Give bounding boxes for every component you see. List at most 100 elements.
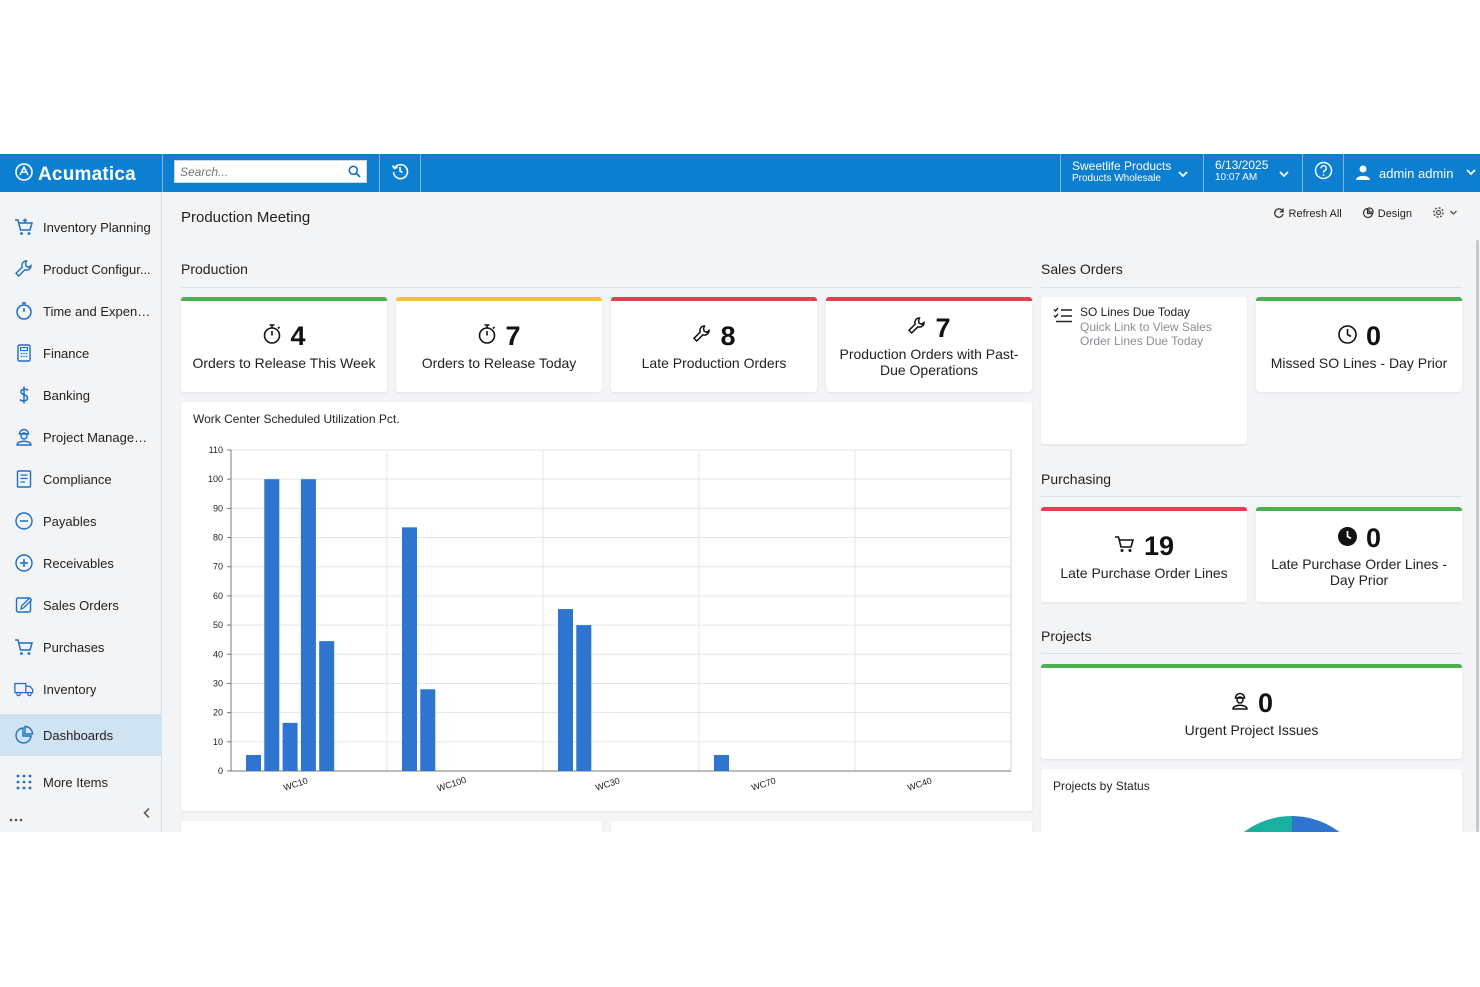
project-worker-icon <box>1230 691 1250 716</box>
divider <box>379 154 380 192</box>
user-icon <box>1355 164 1371 183</box>
truck-icon <box>14 679 34 699</box>
x-tick-label: WC10 <box>282 776 309 793</box>
sidebar-item-label: More Items <box>43 774 109 790</box>
sidebar: Inventory Planning Product Configur... T… <box>0 192 162 832</box>
sidebar-footer <box>0 806 162 828</box>
so-lines-due-today-link[interactable]: SO Lines Due Today Quick Link to View Sa… <box>1041 297 1247 444</box>
main-content: Production Meeting Refresh All Design Pr… <box>163 192 1480 832</box>
checklist-icon <box>1053 307 1073 328</box>
y-tick-label: 70 <box>213 562 223 572</box>
divider <box>420 154 421 192</box>
utilization-chart-card: Work Center Scheduled Utilization Pct. 0… <box>181 402 1032 811</box>
sidebar-item-receivables[interactable]: Receivables <box>0 542 162 584</box>
clock-icon <box>1337 324 1358 350</box>
kpi-past-due-operations[interactable]: 7 Production Orders with Past-Due Operat… <box>826 297 1032 392</box>
bar <box>558 609 573 771</box>
kpi-value: 0 <box>1365 523 1382 553</box>
sidebar-item-project-management[interactable]: Project Managem... <box>0 416 162 458</box>
history-button[interactable] <box>380 154 420 192</box>
settings-menu-button[interactable] <box>1432 206 1458 222</box>
kpi-missed-so-lines[interactable]: 0 Missed SO Lines - Day Prior <box>1256 297 1462 392</box>
user-name: admin admin <box>1379 165 1454 181</box>
pie-chart-icon <box>14 725 34 745</box>
sidebar-item-product-configurator[interactable]: Product Configur... <box>0 248 162 290</box>
divider <box>1343 154 1344 192</box>
sidebar-item-sales-orders[interactable]: Sales Orders <box>0 584 162 626</box>
kpi-value: 0 <box>1365 321 1382 351</box>
user-menu[interactable]: admin admin <box>1344 154 1480 192</box>
kpi-urgent-project-issues[interactable]: 0 Urgent Project Issues <box>1041 664 1462 759</box>
divider <box>1041 496 1462 497</box>
design-button[interactable]: Design <box>1362 206 1412 222</box>
page-title: Production Meeting <box>181 209 311 226</box>
history-icon <box>391 162 409 185</box>
business-date-selector[interactable]: 6/13/2025 10:07 AM <box>1204 154 1302 192</box>
clock-filled-icon <box>1337 526 1358 552</box>
sidebar-item-time-and-expenses[interactable]: Time and Expenses <box>0 290 162 332</box>
sidebar-item-payables[interactable]: Payables <box>0 500 162 542</box>
chevron-down-icon <box>1449 208 1458 220</box>
acumatica-logo-icon <box>14 162 34 187</box>
projects-by-status-title: Projects by Status <box>1053 779 1150 793</box>
divider <box>162 154 163 192</box>
sidebar-item-label: Time and Expenses <box>43 303 155 319</box>
x-tick-label: WC30 <box>594 776 621 793</box>
kpi-late-purchase-order-lines[interactable]: 19 Late Purchase Order Lines <box>1041 507 1247 602</box>
sidebar-item-label: Receivables <box>43 555 114 571</box>
x-tick-label: WC100 <box>436 775 468 794</box>
search-icon[interactable] <box>348 165 361 183</box>
divider <box>181 287 1032 288</box>
sidebar-item-purchases[interactable]: Purchases <box>0 626 162 668</box>
sidebar-item-label: Payables <box>43 513 97 529</box>
grid-dots-icon <box>14 772 34 792</box>
y-tick-label: 50 <box>213 620 223 630</box>
projects-by-status-pie <box>1244 815 1340 832</box>
sidebar-item-label: Project Managem... <box>43 429 155 445</box>
kpi-orders-release-today[interactable]: 7 Orders to Release Today <box>396 297 602 392</box>
sidebar-item-inventory-planning[interactable]: Inventory Planning <box>0 206 162 248</box>
kpi-late-production-orders[interactable]: 8 Late Production Orders <box>611 297 817 392</box>
logo[interactable]: Acumatica <box>14 162 136 187</box>
top-bar: Acumatica Sweetlife Products Products Wh… <box>0 154 1480 192</box>
refresh-icon <box>1273 207 1285 222</box>
wrench-icon <box>907 316 927 341</box>
minus-circle-icon <box>14 511 34 531</box>
company-name: Sweetlife Products <box>1072 159 1172 173</box>
help-icon <box>1314 161 1333 185</box>
bar <box>300 479 316 771</box>
kpi-late-po-lines-day-prior[interactable]: 0 Late Purchase Order Lines - Day Prior <box>1256 507 1462 602</box>
sidebar-item-finance[interactable]: Finance <box>0 332 162 374</box>
sidebar-item-label: Inventory Planning <box>43 219 151 235</box>
refresh-all-button[interactable]: Refresh All <box>1273 207 1342 222</box>
search-input[interactable] <box>175 161 340 182</box>
help-button[interactable] <box>1303 154 1343 192</box>
sidebar-item-compliance[interactable]: Compliance <box>0 458 162 500</box>
kpi-value: 0 <box>1257 688 1274 718</box>
bar <box>246 754 261 771</box>
y-tick-label: 20 <box>213 708 223 718</box>
design-label: Design <box>1377 208 1412 220</box>
y-tick-label: 110 <box>209 445 223 455</box>
sidebar-item-banking[interactable]: Banking <box>0 374 162 416</box>
company-selector[interactable]: Sweetlife Products Products Wholesale <box>1061 154 1203 192</box>
kpi-label: Production Orders with Past-Due Operatio… <box>839 346 1019 378</box>
sidebar-item-dashboards[interactable]: Dashboards <box>0 714 162 756</box>
search-box[interactable] <box>174 160 367 183</box>
dashboard-widget <box>181 821 602 832</box>
sidebar-item-more-items[interactable]: More Items <box>0 761 162 803</box>
production-section-title: Production <box>181 261 248 277</box>
pie-slice <box>1244 815 1292 832</box>
ellipsis-icon[interactable] <box>9 810 23 828</box>
collapse-sidebar-icon[interactable] <box>142 806 152 824</box>
kpi-label: Late Production Orders <box>641 355 787 371</box>
kpi-orders-release-week[interactable]: 4 Orders to Release This Week <box>181 297 387 392</box>
page-toolbar: Refresh All Design <box>1273 206 1458 222</box>
kpi-label: Orders to Release Today <box>421 355 577 371</box>
sales-orders-section-title: Sales Orders <box>1041 261 1123 277</box>
scrollbar[interactable] <box>1476 240 1479 832</box>
company-branch: Products Wholesale <box>1072 173 1161 184</box>
divider <box>1060 154 1061 192</box>
calculator-icon <box>14 343 34 363</box>
sidebar-item-inventory[interactable]: Inventory <box>0 668 162 710</box>
